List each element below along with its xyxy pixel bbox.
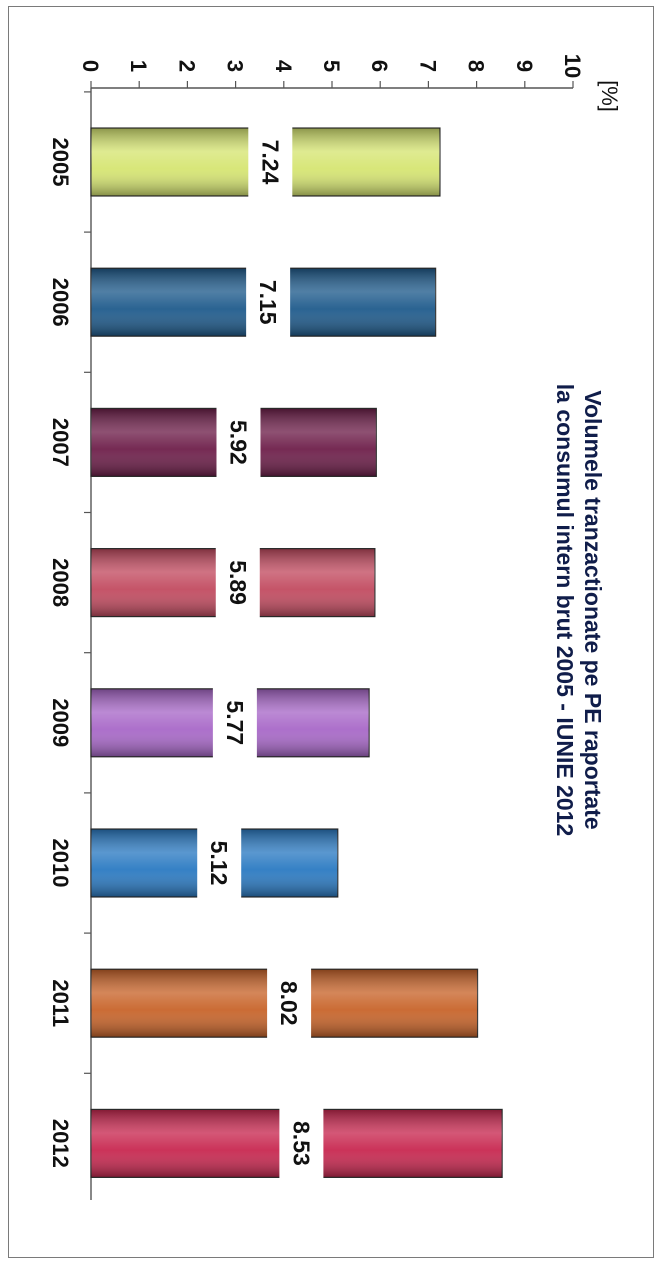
value-tick-label: 10: [560, 54, 585, 78]
bar-value-label: 7.24: [257, 140, 283, 185]
plot-area: 7.24 7.15 5.92 5.89 5.77 5.12 8.02 8.53 0 1 2 3 4 5 6…: [48, 54, 622, 1200]
bar-label-gap: [267, 967, 312, 1040]
value-tick-label: 1: [126, 60, 151, 72]
value-tick-label: 5: [319, 60, 344, 72]
category-label: 2010: [48, 839, 73, 888]
y-axis-unit-label: [%]: [597, 80, 622, 112]
bar-value-label: 8.53: [288, 1121, 314, 1166]
bar-label-gap: [197, 827, 242, 899]
value-tick-label: 0: [78, 60, 103, 72]
category-labels: 2005 2006 2007 2008 2009 2010 2011 2012: [48, 138, 73, 1168]
bar-value-label: 7.15: [255, 280, 281, 325]
value-tick-label: 2: [174, 60, 199, 72]
value-tick-label: 3: [223, 60, 248, 72]
bar-label-gap: [216, 406, 261, 479]
category-label: 2011: [48, 979, 73, 1027]
bar-label-gap: [248, 126, 293, 198]
bar-label-gap: [279, 1107, 324, 1180]
category-label: 2012: [48, 1119, 73, 1168]
data-labels: 7.24 7.15 5.92 5.89 5.77 5.12 8.02 8.53: [206, 140, 314, 1166]
bar-value-label: 5.77: [222, 700, 248, 745]
category-label: 2008: [48, 558, 73, 607]
tick-labels: 0 1 2 3 4 5 6 7 8 9 10: [78, 54, 585, 78]
bar-value-label: 8.02: [276, 981, 302, 1026]
chart-title-line-1: Volumele tranzactionate pe PE raportate: [580, 390, 606, 829]
bars: [90, 126, 503, 1180]
bar-label-gap: [212, 686, 257, 759]
bar-2012: [90, 1107, 503, 1180]
value-tick-label: 7: [415, 60, 440, 72]
value-tick-label: 9: [512, 60, 537, 72]
bar-2006: [90, 266, 437, 339]
value-tick-label: 6: [367, 60, 392, 72]
category-label: 2007: [48, 418, 73, 467]
chart-title-line-2: la consumul intern brut 2005 - IUNIE 201…: [552, 384, 578, 836]
bar-label-gap: [246, 266, 291, 339]
bar-value-label: 5.12: [206, 841, 232, 886]
category-label: 2009: [48, 698, 73, 747]
category-label: 2006: [48, 278, 73, 327]
category-label: 2005: [48, 138, 73, 187]
value-tick-label: 4: [271, 60, 296, 73]
bar-label-gap: [215, 546, 260, 619]
chart-frame: [8, 6, 654, 1258]
bar-2010: [90, 827, 339, 899]
bar-2009: [90, 686, 370, 759]
bar-value-label: 5.92: [225, 420, 251, 465]
value-tick-label: 8: [464, 60, 489, 72]
bar-2011: [90, 967, 479, 1040]
bar-2007: [90, 406, 377, 479]
bar-2005: [90, 126, 441, 198]
bar-value-label: 5.89: [225, 560, 251, 605]
bar-2008: [90, 546, 376, 619]
